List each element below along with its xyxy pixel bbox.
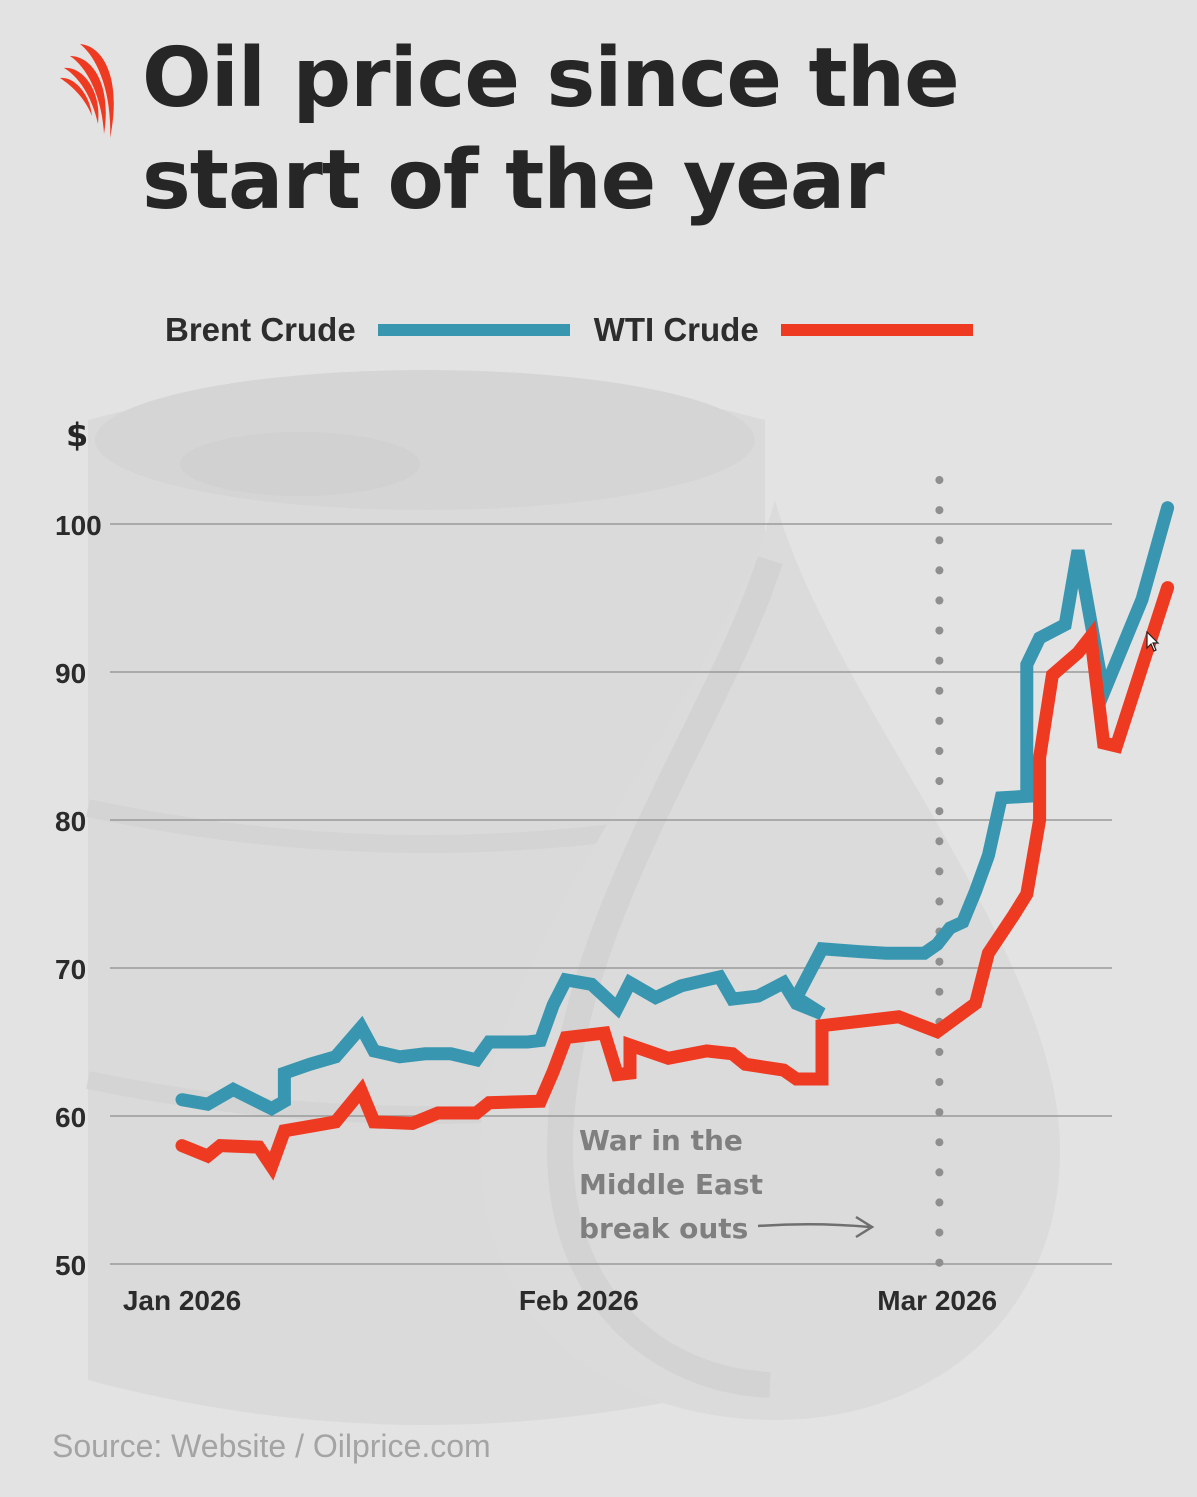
sbs-logo-icon [60, 44, 114, 138]
series-line-brent [175, 501, 1175, 1116]
mouse-cursor-icon [1146, 631, 1160, 652]
legend-label-brent: Brent Crude [165, 311, 356, 348]
x-tick-label: Mar 2026 [877, 1285, 997, 1316]
y-tick-label: 60 [55, 1102, 86, 1133]
y-tick-label: 80 [55, 806, 86, 837]
y-tick-label: 50 [55, 1250, 86, 1281]
legend-swatch-brent [377, 324, 570, 336]
annotation-line: break outs [579, 1212, 748, 1245]
annotation-arrowhead [855, 1215, 875, 1239]
legend-swatch-wti [780, 324, 973, 336]
source-note: Source: Website / Oilprice.com [52, 1428, 491, 1464]
title-line-2: start of the year [142, 133, 885, 228]
annotation-line: War in the [579, 1124, 743, 1157]
x-tick-labels: Jan 2026 Feb 2026 Mar 2026 [123, 1285, 997, 1316]
title-line-1: Oil price since the [142, 31, 960, 126]
y-gridlines [110, 523, 1112, 1265]
y-axis-label: $ [66, 416, 88, 454]
series-line-wti [175, 581, 1175, 1181]
x-tick-label: Jan 2026 [123, 1285, 241, 1316]
series-lines [175, 501, 1175, 1181]
chart-legend: Brent Crude WTI Crude [165, 308, 997, 352]
legend-label-wti: WTI Crude [593, 311, 759, 348]
annotation-arrow [757, 1222, 871, 1229]
annotation-line: Middle East [579, 1168, 763, 1201]
y-tick-label: 70 [55, 954, 86, 985]
y-tick-label: 100 [55, 510, 102, 541]
war-annotation: War in the Middle East break outs [579, 1124, 875, 1245]
y-tick-labels: 50 60 70 80 90 100 [55, 510, 102, 1281]
page-title: Oil price since the start of the year [142, 28, 1142, 232]
x-tick-label: Feb 2026 [519, 1285, 639, 1316]
oil-barrel-background-art [86, 370, 1060, 1425]
y-tick-label: 90 [55, 658, 86, 689]
